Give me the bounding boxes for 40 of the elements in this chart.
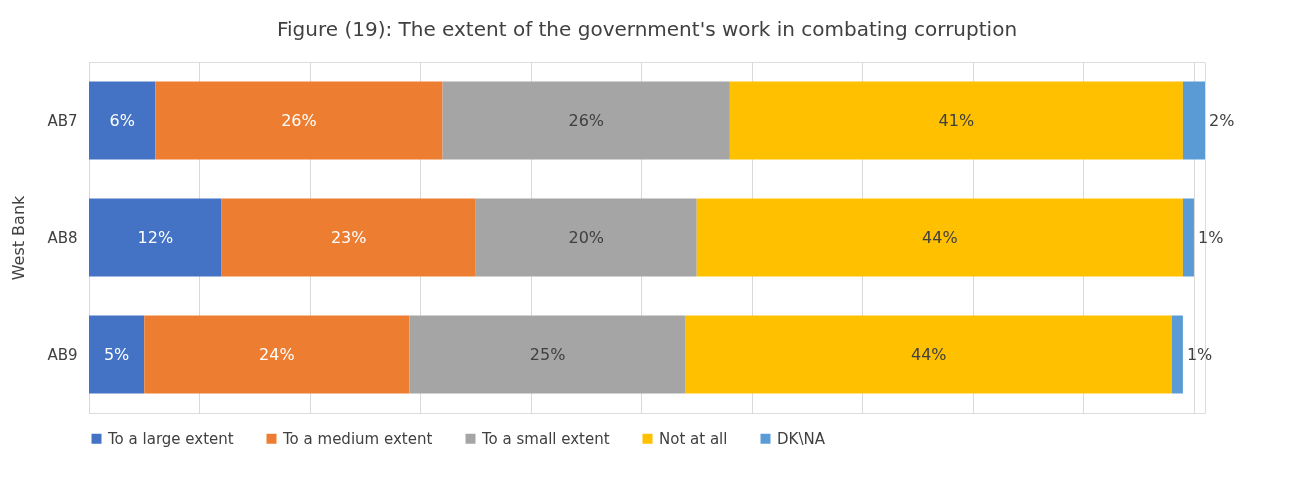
data-label: 25% xyxy=(529,344,566,364)
data-label: 1% xyxy=(1197,227,1224,247)
y-tick-label: AB7 xyxy=(47,111,78,130)
bar xyxy=(89,198,222,277)
bar xyxy=(729,81,1183,160)
bar xyxy=(1182,81,1205,160)
legend-label: To a medium extent xyxy=(282,429,433,448)
data-label: 26% xyxy=(281,110,317,130)
legend-label: To a small extent xyxy=(481,429,610,448)
data-label: 12% xyxy=(137,227,174,247)
data-label: 23% xyxy=(330,227,367,247)
y-tick-label: AB9 xyxy=(47,345,78,364)
bar xyxy=(685,315,1172,394)
chart-title: Figure (19): The extent of the government's work in combating corruption xyxy=(276,17,1018,41)
bar xyxy=(1182,198,1194,277)
legend-label: DK\NA xyxy=(777,429,826,448)
y-axis-title: West Bank xyxy=(9,194,29,281)
bar xyxy=(442,81,730,160)
data-label: 41% xyxy=(938,110,975,130)
legend-label: To a large extent xyxy=(107,429,234,448)
bar xyxy=(155,81,443,160)
bar xyxy=(409,315,686,394)
bar xyxy=(1171,315,1183,394)
bar xyxy=(144,315,410,394)
bar xyxy=(89,81,156,160)
bar xyxy=(696,198,1183,277)
bar xyxy=(221,198,476,277)
data-label: 2% xyxy=(1209,110,1235,130)
data-label: 44% xyxy=(922,227,958,247)
data-label: 20% xyxy=(568,227,605,247)
bar xyxy=(475,198,697,277)
bar xyxy=(89,315,145,394)
data-label: 26% xyxy=(568,110,605,130)
data-label: 44% xyxy=(910,344,947,364)
data-label: 1% xyxy=(1186,344,1213,364)
data-label: 6% xyxy=(109,110,135,130)
y-tick-label: AB8 xyxy=(47,228,78,247)
legend-label: Not at all xyxy=(659,429,728,448)
data-label: 24% xyxy=(259,344,295,364)
data-label: 5% xyxy=(103,344,130,364)
